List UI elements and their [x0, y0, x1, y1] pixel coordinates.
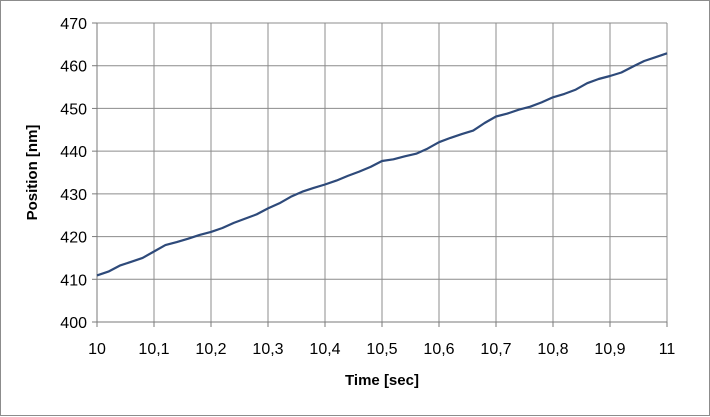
vertical-gridlines	[96, 23, 668, 322]
x-axis-title: Time [sec]	[345, 372, 419, 389]
y-tick-labels: 400 410 420 430 440 450 460 470	[60, 16, 87, 332]
x-tick-label: 10,9	[594, 341, 625, 358]
y-tick-label: 450	[60, 101, 87, 118]
y-tick-label: 470	[60, 16, 87, 33]
y-tick-label: 460	[60, 59, 87, 76]
x-tick-labels: 10 10,1 10,2 10,3 10,4 10,5 10,6 10,7 10,8 10,9 11	[88, 341, 675, 358]
y-tick-label: 440	[60, 144, 87, 161]
x-tick-label: 10,6	[423, 341, 454, 358]
y-tick-label: 430	[60, 187, 87, 204]
x-tick-label: 10,4	[309, 341, 340, 358]
axes	[92, 22, 668, 327]
x-tick-label: 10,2	[195, 341, 226, 358]
y-axis-title: Position [nm]	[24, 125, 41, 221]
y-tick-label: 420	[60, 230, 87, 247]
y-tick-label: 400	[60, 315, 87, 332]
x-tick-label: 10,5	[366, 341, 397, 358]
x-tick-label: 10,8	[537, 341, 568, 358]
x-tick-label: 10,1	[138, 341, 169, 358]
series-line	[96, 52, 668, 277]
x-tick-label: 10,3	[252, 341, 283, 358]
x-tick-label: 11	[659, 341, 676, 358]
y-tick-label: 410	[60, 272, 87, 289]
x-tick-label: 10,7	[480, 341, 511, 358]
x-tick-label: 10	[88, 341, 106, 358]
